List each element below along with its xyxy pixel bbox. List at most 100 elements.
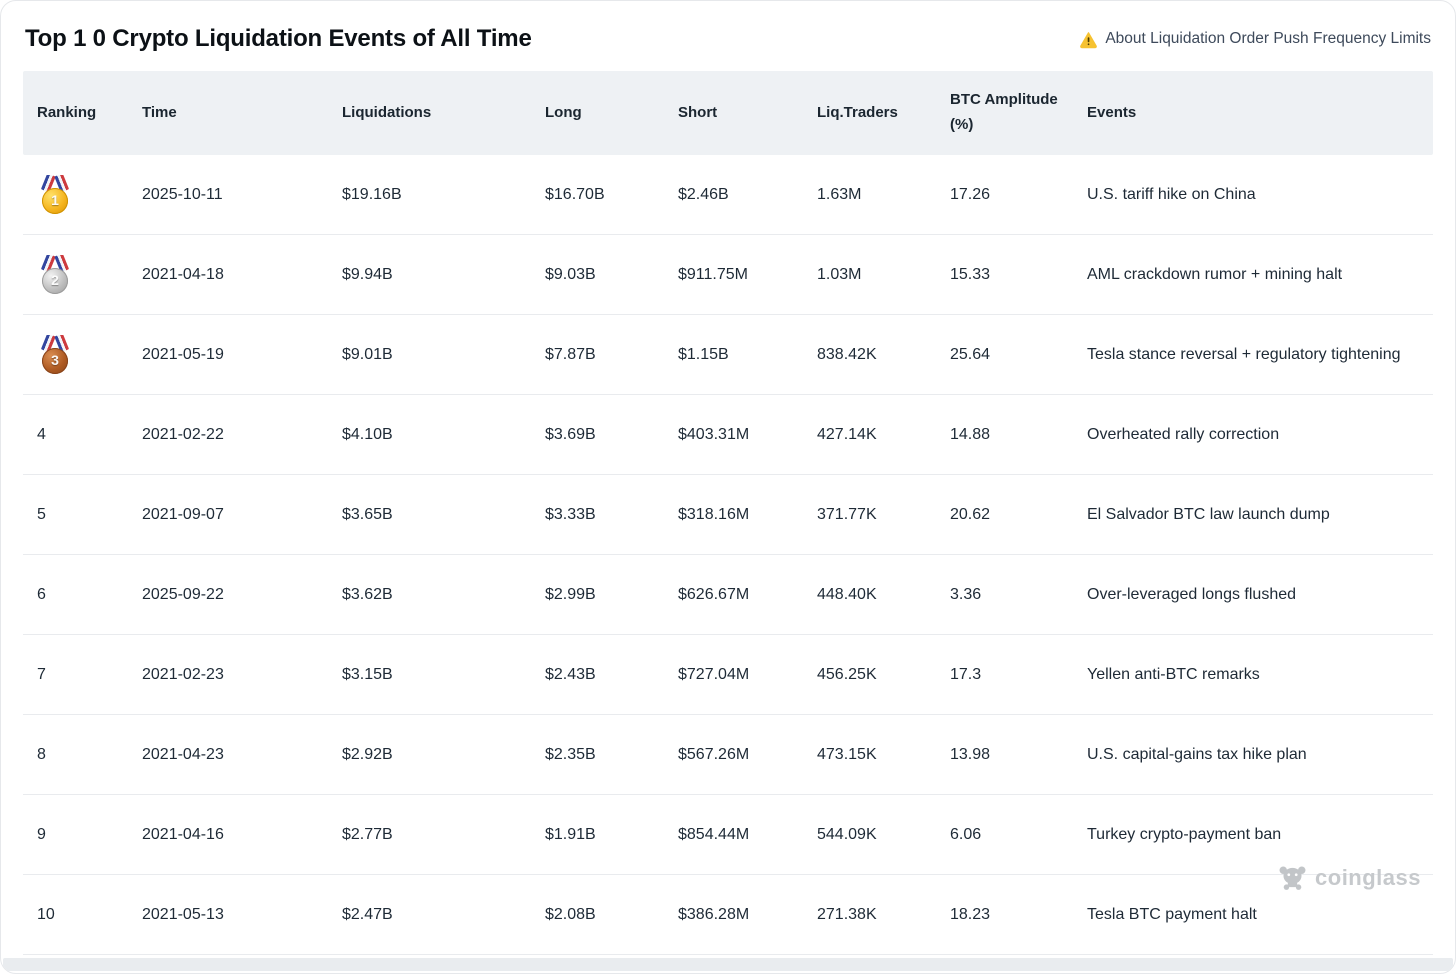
- cell-short: $2.46B: [678, 185, 729, 203]
- liquidation-limits-link[interactable]: About Liquidation Order Push Frequency L…: [1079, 30, 1431, 49]
- cell-time: 2025-09-22: [142, 585, 224, 603]
- cell-liquidations: $2.47B: [342, 905, 393, 923]
- table-row: 9 2021-04-16 $2.77B $1.91B $854.44M 544.09K 6.…: [23, 795, 1433, 875]
- cell-liq_traders: 456.25K: [817, 665, 877, 683]
- cell-long: $3.33B: [545, 505, 596, 523]
- cell-ranking: 1: [23, 174, 142, 215]
- silver-medal-icon: 2: [40, 254, 70, 295]
- cell-liq_traders: 448.40K: [817, 585, 877, 603]
- cell-short: $386.28M: [678, 905, 750, 923]
- cell-short: $626.67M: [678, 585, 750, 603]
- liquidation-table: Ranking Time Liquidations Long Short Liq.Trad…: [23, 71, 1433, 955]
- cell-long: $7.87B: [545, 345, 596, 363]
- cell-time: 2021-04-16: [142, 825, 224, 843]
- cell-liquidations: $2.92B: [342, 745, 393, 763]
- column-header-time: Time: [142, 103, 177, 121]
- cell-ranking: 6: [37, 585, 46, 603]
- cell-short: $727.04M: [678, 665, 750, 683]
- cell-ranking: 2: [23, 254, 142, 295]
- table-row: 1 2025-10-11 $19.16B $16.70B $2.46B 1.63M 17.2…: [23, 155, 1433, 235]
- column-header-short: Short: [678, 103, 718, 121]
- cell-events: El Salvador BTC law launch dump: [1087, 505, 1330, 523]
- cell-liquidations: $3.15B: [342, 665, 393, 683]
- cell-ranking: 4: [37, 425, 46, 443]
- table-row: 7 2021-02-23 $3.15B $2.43B $727.04M 456.25K 17…: [23, 635, 1433, 715]
- bronze-medal-icon: 3: [40, 334, 70, 375]
- column-header-events: Events: [1087, 103, 1137, 121]
- table-row: 8 2021-04-23 $2.92B $2.35B $567.26M 473.15K 13…: [23, 715, 1433, 795]
- cell-ranking: 7: [37, 665, 46, 683]
- cell-events: U.S. tariff hike on China: [1087, 185, 1256, 203]
- horizontal-scrollbar-track[interactable]: [3, 958, 1453, 971]
- cell-time: 2021-04-18: [142, 265, 224, 283]
- cell-liquidations: $4.10B: [342, 425, 393, 443]
- cell-long: $2.08B: [545, 905, 596, 923]
- notice-label: About Liquidation Order Push Frequency L…: [1105, 30, 1431, 47]
- cell-events: Overheated rally correction: [1087, 425, 1280, 443]
- column-header-btc_amplitude: BTC Amplitude (%): [950, 91, 1058, 133]
- cell-liq_traders: 427.14K: [817, 425, 877, 443]
- cell-events: U.S. capital-gains tax hike plan: [1087, 745, 1307, 763]
- cell-ranking: 3: [23, 334, 142, 375]
- cell-liquidations: $3.62B: [342, 585, 393, 603]
- cell-ranking: 5: [37, 505, 46, 523]
- cell-btc_amplitude: 6.06: [950, 825, 982, 843]
- table-row: 5 2021-09-07 $3.65B $3.33B $318.16M 371.77K 20…: [23, 475, 1433, 555]
- table-row: 3 2021-05-19 $9.01B $7.87B $1.15B 838.42K 25.6…: [23, 315, 1433, 395]
- cell-btc_amplitude: 20.62: [950, 505, 991, 523]
- cell-ranking: 10: [37, 905, 55, 923]
- table-row: 10 2021-05-13 $2.47B $2.08B $386.28M 271.38K 1…: [23, 875, 1433, 955]
- page-title: Top 1 0 Crypto Liquidation Events of All…: [25, 25, 532, 52]
- cell-long: $1.91B: [545, 825, 596, 843]
- cell-time: 2021-05-19: [142, 345, 224, 363]
- cell-events: Yellen anti-BTC remarks: [1087, 665, 1260, 683]
- cell-short: $318.16M: [678, 505, 750, 523]
- cell-events: AML crackdown rumor + mining halt: [1087, 265, 1343, 283]
- cell-long: $2.35B: [545, 745, 596, 763]
- cell-ranking: 8: [37, 745, 46, 763]
- cell-events: Tesla BTC payment halt: [1087, 905, 1257, 923]
- column-header-liquidations: Liquidations: [342, 103, 432, 121]
- cell-long: $2.99B: [545, 585, 596, 603]
- cell-btc_amplitude: 15.33: [950, 265, 991, 283]
- cell-events: Turkey crypto-payment ban: [1087, 825, 1282, 843]
- cell-liq_traders: 1.03M: [817, 265, 862, 283]
- cell-long: $2.43B: [545, 665, 596, 683]
- cell-short: $403.31M: [678, 425, 750, 443]
- cell-liq_traders: 838.42K: [817, 345, 877, 363]
- cell-liquidations: $2.77B: [342, 825, 393, 843]
- cell-liquidations: $9.01B: [342, 345, 393, 363]
- warning-icon: [1079, 30, 1098, 49]
- cell-short: $854.44M: [678, 825, 750, 843]
- cell-liq_traders: 371.77K: [817, 505, 877, 523]
- cell-time: 2021-04-23: [142, 745, 224, 763]
- cell-time: 2021-02-22: [142, 425, 224, 443]
- table-row: 6 2025-09-22 $3.62B $2.99B $626.67M 448.40K 3.…: [23, 555, 1433, 635]
- cell-events: Over-leveraged longs flushed: [1087, 585, 1297, 603]
- cell-ranking: 9: [37, 825, 46, 843]
- cell-long: $3.69B: [545, 425, 596, 443]
- page-header: Top 1 0 Crypto Liquidation Events of All…: [1, 1, 1455, 53]
- cell-btc_amplitude: 14.88: [950, 425, 991, 443]
- column-header-liq_traders: Liq.Traders: [817, 103, 898, 121]
- cell-btc_amplitude: 13.98: [950, 745, 991, 763]
- cell-long: $9.03B: [545, 265, 596, 283]
- cell-liq_traders: 473.15K: [817, 745, 877, 763]
- cell-liq_traders: 544.09K: [817, 825, 877, 843]
- cell-short: $1.15B: [678, 345, 729, 363]
- cell-short: $911.75M: [678, 265, 748, 283]
- cell-time: 2021-09-07: [142, 505, 224, 523]
- cell-btc_amplitude: 18.23: [950, 905, 991, 923]
- cell-btc_amplitude: 17.3: [950, 665, 982, 683]
- cell-liq_traders: 271.38K: [817, 905, 877, 923]
- cell-time: 2025-10-11: [142, 185, 223, 203]
- table-row: 2 2021-04-18 $9.94B $9.03B $911.75M 1.03M 15.3…: [23, 235, 1433, 315]
- cell-btc_amplitude: 25.64: [950, 345, 991, 363]
- cell-time: 2021-02-23: [142, 665, 224, 683]
- cell-liq_traders: 1.63M: [817, 185, 862, 203]
- cell-events: Tesla stance reversal + regulatory tight…: [1087, 345, 1401, 363]
- cell-liquidations: $3.65B: [342, 505, 393, 523]
- table-header: Ranking Time Liquidations Long Short Liq.Trad…: [23, 71, 1433, 155]
- cell-btc_amplitude: 17.26: [950, 185, 991, 203]
